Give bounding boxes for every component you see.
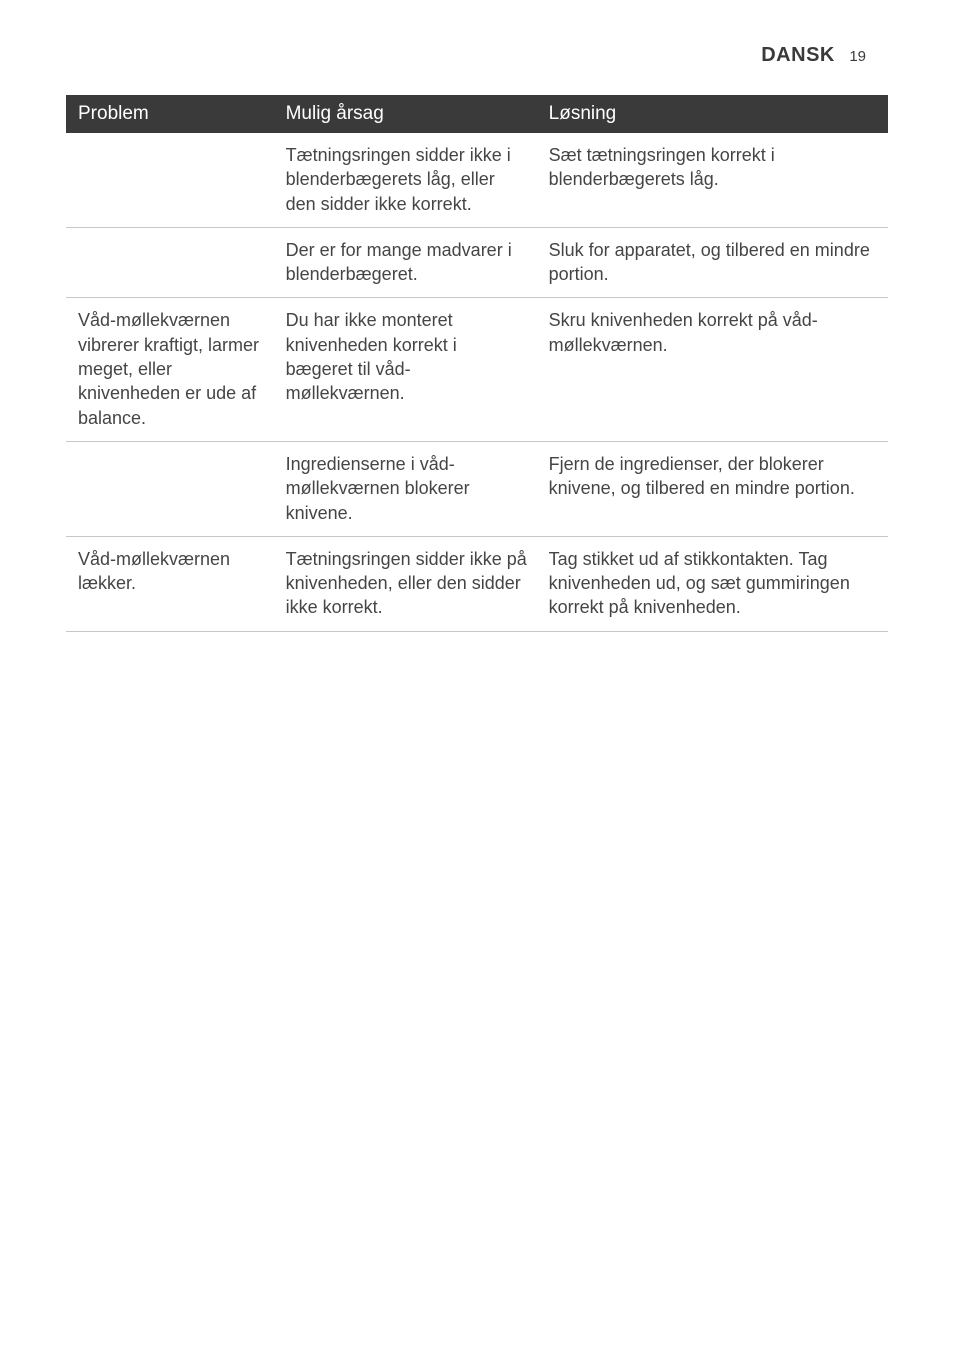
table-row: Der er for mange madvarer i blenderbæger…	[66, 227, 888, 298]
cell-cause: Tætningsringen sidder ikke i blenderbæge…	[276, 133, 539, 227]
header-solution: Løsning	[539, 95, 888, 133]
cell-problem: Våd-møllekværnen vibrerer kraftigt, larm…	[66, 298, 276, 441]
cell-problem	[66, 227, 276, 298]
cell-cause: Du har ikke monteret knivenheden korrekt…	[276, 298, 539, 441]
cell-solution: Fjern de ingredienser, der blokerer kniv…	[539, 441, 888, 536]
troubleshooting-table: Problem Mulig årsag Løsning Tætningsring…	[66, 95, 888, 632]
cell-solution: Sæt tætningsringen korrekt i blenderbæge…	[539, 133, 888, 227]
cell-cause: Der er for mange madvarer i blenderbæger…	[276, 227, 539, 298]
cell-cause: Ingredienserne i våd-møllekværnen bloker…	[276, 441, 539, 536]
cell-cause: Tætningsringen sidder ikke på knivenhede…	[276, 536, 539, 631]
troubleshooting-table-container: Problem Mulig årsag Løsning Tætningsring…	[0, 95, 954, 632]
table-row: Våd-møllekværnen lækker. Tætningsringen …	[66, 536, 888, 631]
header-language: DANSK	[761, 44, 835, 66]
header-page-number: 19	[849, 48, 866, 65]
table-row: Tætningsringen sidder ikke i blenderbæge…	[66, 133, 888, 227]
cell-problem	[66, 441, 276, 536]
cell-problem: Våd-møllekværnen lækker.	[66, 536, 276, 631]
cell-problem	[66, 133, 276, 227]
table-row: Våd-møllekværnen vibrerer kraftigt, larm…	[66, 298, 888, 441]
table-row: Ingredienserne i våd-møllekværnen bloker…	[66, 441, 888, 536]
cell-solution: Skru knivenheden korrekt på våd-møllekvæ…	[539, 298, 888, 441]
cell-solution: Sluk for apparatet, og tilbered en mindr…	[539, 227, 888, 298]
page-header: DANSK 19	[0, 0, 954, 95]
cell-solution: Tag stikket ud af stikkontakten. Tag kni…	[539, 536, 888, 631]
table-header-row: Problem Mulig årsag Løsning	[66, 95, 888, 133]
header-problem: Problem	[66, 95, 276, 133]
header-cause: Mulig årsag	[276, 95, 539, 133]
